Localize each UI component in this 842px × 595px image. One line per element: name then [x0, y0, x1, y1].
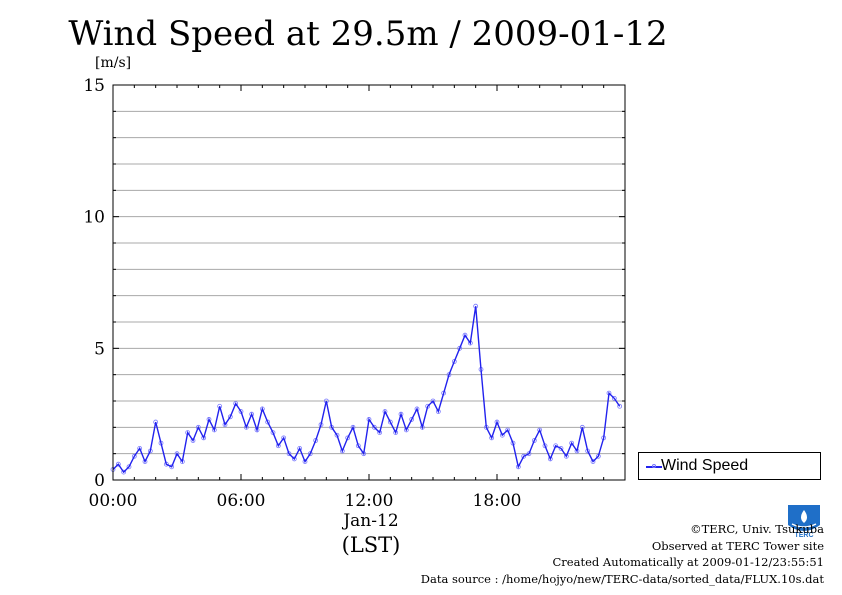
data-point	[270, 430, 276, 436]
legend-label-wind-speed: Wind Speed	[661, 457, 749, 474]
data-point	[430, 398, 436, 404]
data-point	[457, 345, 463, 351]
data-point	[302, 459, 308, 464]
data-point	[115, 461, 121, 467]
x-tick-label: 00:00	[89, 491, 138, 511]
y-tick-label: 5	[94, 339, 105, 359]
credit-source: Data source : /home/hojyo/new/TERC-data/…	[420, 571, 824, 586]
grid-layer	[113, 110, 625, 455]
y-axis-unit-label: [m/s]	[95, 55, 132, 71]
data-point	[275, 443, 281, 449]
data-point	[307, 451, 313, 457]
data-point	[126, 464, 132, 470]
scatter-points-layer	[110, 303, 623, 475]
data-point	[137, 445, 143, 451]
data-point	[387, 419, 393, 425]
data-point	[462, 332, 468, 338]
data-point	[569, 440, 575, 446]
ticks-layer: 00:00 06:00 12:00 18:00 0 5 10 15	[83, 76, 626, 511]
x-tick-label: 06:00	[217, 491, 266, 511]
data-point	[195, 424, 201, 430]
data-point	[451, 359, 457, 364]
data-point	[547, 456, 553, 462]
chart-title: Wind Speed at 29.5m / 2009-01-12	[68, 14, 668, 54]
data-point	[499, 432, 505, 438]
data-point	[371, 424, 377, 430]
data-point	[131, 453, 137, 459]
x-tick-label: 18:00	[473, 491, 522, 511]
data-point	[174, 451, 180, 457]
data-point	[553, 443, 559, 449]
data-point	[617, 403, 623, 409]
data-point	[526, 451, 532, 457]
data-point	[345, 435, 351, 441]
data-point	[227, 414, 233, 420]
data-point	[531, 438, 537, 443]
data-point	[297, 445, 303, 451]
data-point	[121, 469, 127, 475]
y-tick-label: 0	[94, 471, 105, 491]
y-tick-label: 10	[83, 208, 105, 228]
logo-text: TERC	[794, 532, 813, 539]
terc-logo: TERC	[782, 503, 826, 539]
legend-swatch-wind-speed	[646, 464, 662, 468]
credit-created: Created Automatically at 2009-01-12/23:5…	[552, 555, 825, 569]
credit-copyright: ©TERC, Univ. Tsukuba	[690, 522, 824, 536]
credit-site: Observed at TERC Tower site	[651, 538, 824, 553]
data-point	[521, 453, 527, 459]
data-point	[590, 459, 596, 464]
data-point	[142, 459, 148, 464]
x-tick-label: 12:00	[345, 491, 394, 511]
series-line-layer	[112, 306, 621, 474]
data-point	[233, 401, 239, 407]
data-point	[558, 445, 564, 451]
data-point	[409, 417, 415, 422]
data-point	[169, 464, 175, 470]
data-point	[265, 419, 271, 425]
series-line-wind-speed	[112, 306, 621, 474]
data-point	[563, 453, 569, 459]
data-point	[190, 438, 196, 443]
x-axis-title: (LST)	[341, 533, 401, 557]
data-point	[291, 456, 297, 462]
y-tick-label: 15	[83, 76, 105, 96]
chart-legend: Wind Speed	[638, 452, 821, 480]
data-point	[505, 427, 511, 433]
credits-block: ©TERC, Univ. Tsukuba Observed at TERC To…	[421, 521, 824, 587]
data-point	[611, 395, 617, 401]
x-axis-date-label: Jan-12	[343, 511, 399, 531]
